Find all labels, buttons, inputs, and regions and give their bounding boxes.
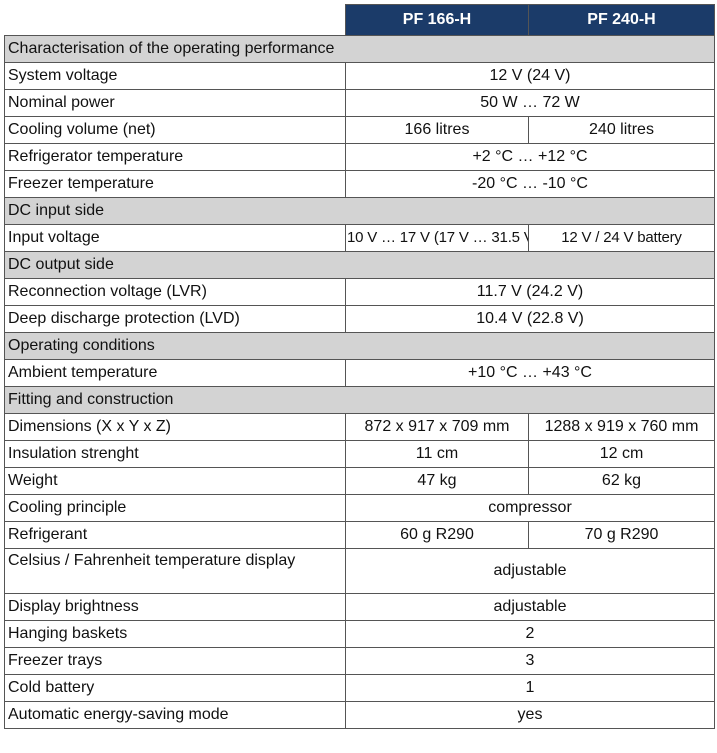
- row-value: adjustable: [345, 548, 715, 594]
- table-row: Insulation strenght 11 cm 12 cm: [4, 440, 715, 468]
- table-row: Weight 47 kg 62 kg: [4, 467, 715, 495]
- table-row: Fitting and construction: [4, 386, 715, 414]
- column-header: PF 166-H: [345, 4, 529, 36]
- row-label: Automatic energy-saving mode: [4, 701, 346, 729]
- table-row: Characterisation of the operating perfor…: [4, 35, 715, 63]
- row-value: 12 cm: [528, 440, 715, 468]
- row-value: 12 V / 24 V battery: [528, 224, 715, 252]
- section-header: Characterisation of the operating perfor…: [4, 35, 715, 63]
- row-label: Hanging baskets: [4, 620, 346, 648]
- header-row: PF 166-H PF 240-H: [4, 4, 715, 36]
- row-label: Freezer temperature: [4, 170, 346, 198]
- header-blank: [4, 4, 346, 36]
- row-label: Cooling volume (net): [4, 116, 346, 144]
- table-row: Freezer trays 3: [4, 647, 715, 675]
- table-row: Cooling principle compressor: [4, 494, 715, 522]
- row-label: System voltage: [4, 62, 346, 90]
- row-value: +2 °C … +12 °C: [345, 143, 715, 171]
- row-value: 10.4 V (22.8 V): [345, 305, 715, 333]
- row-label: Cooling principle: [4, 494, 346, 522]
- section-header: Operating conditions: [4, 332, 715, 360]
- row-value: 11.7 V (24.2 V): [345, 278, 715, 306]
- row-value: 3: [345, 647, 715, 675]
- row-label: Input voltage: [4, 224, 346, 252]
- row-label: Reconnection voltage (LVR): [4, 278, 346, 306]
- row-label: Refrigerant: [4, 521, 346, 549]
- row-value: -20 °C … -10 °C: [345, 170, 715, 198]
- row-value: 1: [345, 674, 715, 702]
- table-row: Cooling volume (net) 166 litres 240 litres: [4, 116, 715, 144]
- row-label: Ambient temperature: [4, 359, 346, 387]
- row-label: Weight: [4, 467, 346, 495]
- row-value: compressor: [345, 494, 715, 522]
- row-value: adjustable: [345, 593, 715, 621]
- spec-table: PF 166-H PF 240-H Characterisation of th…: [4, 4, 715, 729]
- row-value: +10 °C … +43 °C: [345, 359, 715, 387]
- row-label: Celsius / Fahrenheit temperature display: [4, 548, 346, 594]
- row-value: 10 V … 17 V (17 V … 31.5 V): [345, 224, 529, 252]
- row-value: 62 kg: [528, 467, 715, 495]
- row-label: Nominal power: [4, 89, 346, 117]
- table-row: Celsius / Fahrenheit temperature display…: [4, 548, 715, 594]
- table-body: Characterisation of the operating perfor…: [4, 35, 715, 729]
- table-row: Display brightness adjustable: [4, 593, 715, 621]
- section-header: DC input side: [4, 197, 715, 225]
- row-value: 2: [345, 620, 715, 648]
- row-label: Cold battery: [4, 674, 346, 702]
- table-row: Refrigerant 60 g R290 70 g R290: [4, 521, 715, 549]
- table-row: Hanging baskets 2: [4, 620, 715, 648]
- row-value: 240 litres: [528, 116, 715, 144]
- row-value: 50 W … 72 W: [345, 89, 715, 117]
- table-row: DC output side: [4, 251, 715, 279]
- row-value: 60 g R290: [345, 521, 529, 549]
- section-header: Fitting and construction: [4, 386, 715, 414]
- row-value: 872 x 917 x 709 mm: [345, 413, 529, 441]
- table-row: Operating conditions: [4, 332, 715, 360]
- table-row: Refrigerator temperature +2 °C … +12 °C: [4, 143, 715, 171]
- table-row: Nominal power 50 W … 72 W: [4, 89, 715, 117]
- table-row: System voltage 12 V (24 V): [4, 62, 715, 90]
- row-value: 1288 x 919 x 760 mm: [528, 413, 715, 441]
- row-label: Freezer trays: [4, 647, 346, 675]
- table-row: DC input side: [4, 197, 715, 225]
- row-value: 12 V (24 V): [345, 62, 715, 90]
- table-row: Reconnection voltage (LVR) 11.7 V (24.2 V…: [4, 278, 715, 306]
- row-value: 11 cm: [345, 440, 529, 468]
- column-header: PF 240-H: [528, 4, 715, 36]
- table-row: Ambient temperature +10 °C … +43 °C: [4, 359, 715, 387]
- row-value: 70 g R290: [528, 521, 715, 549]
- table-row: Deep discharge protection (LVD) 10.4 V (2…: [4, 305, 715, 333]
- row-value: 166 litres: [345, 116, 529, 144]
- table-row: Cold battery 1: [4, 674, 715, 702]
- section-header: DC output side: [4, 251, 715, 279]
- row-label: Refrigerator temperature: [4, 143, 346, 171]
- row-label: Insulation strenght: [4, 440, 346, 468]
- row-label: Display brightness: [4, 593, 346, 621]
- table-row: Input voltage 10 V … 17 V (17 V … 31.5 V)…: [4, 224, 715, 252]
- row-value: yes: [345, 701, 715, 729]
- row-label: Dimensions (X x Y x Z): [4, 413, 346, 441]
- table-row: Automatic energy-saving mode yes: [4, 701, 715, 729]
- table-row: Freezer temperature -20 °C … -10 °C: [4, 170, 715, 198]
- table-row: Dimensions (X x Y x Z) 872 x 917 x 709 mm…: [4, 413, 715, 441]
- row-label: Deep discharge protection (LVD): [4, 305, 346, 333]
- row-value: 47 kg: [345, 467, 529, 495]
